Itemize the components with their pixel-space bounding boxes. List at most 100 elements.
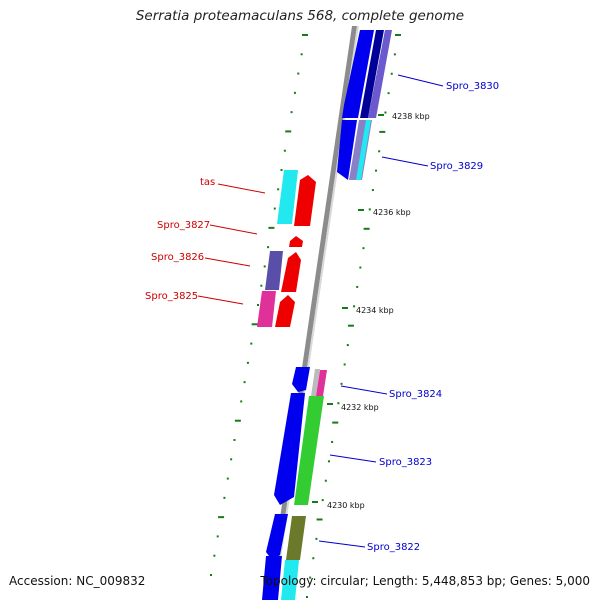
scale-dot (390, 72, 393, 75)
label-spro-3826: Spro_3826 (151, 252, 204, 263)
gene-bar-spro-3823 (294, 396, 324, 505)
scale-dot (226, 477, 229, 480)
scale-dot (306, 596, 308, 598)
gene-arrow-spro-3830 (342, 30, 374, 118)
scale-dot (356, 285, 359, 288)
scale-dot (315, 537, 318, 540)
scale-dot (218, 516, 225, 519)
scale-dot (347, 324, 354, 327)
scale-dot (387, 92, 390, 95)
scale-dot (213, 554, 216, 557)
scale-dot (260, 284, 263, 287)
scale-dot (280, 169, 283, 171)
genome-summary-text: Topology: circular; Length: 5,448,853 bp… (260, 574, 590, 588)
outer-scale-dots (306, 34, 401, 598)
label-spro-3830: Spro_3830 (446, 81, 499, 92)
scale-dot (343, 363, 346, 366)
scale-dot (285, 130, 292, 133)
scale-dot (363, 227, 370, 230)
scale-dot (283, 149, 286, 152)
accession-text: Accession: NC_009832 (9, 574, 146, 588)
scale-dot (395, 34, 401, 36)
gene-arrow-spro-3823 (274, 393, 305, 505)
forward-strand-genes (257, 30, 392, 600)
label-spro-3824: Spro_3824 (389, 389, 442, 400)
scale-dot (340, 382, 343, 385)
gene-bar-spro-3829-cyan (356, 120, 371, 180)
scale-dot (251, 323, 258, 326)
scale-dot (332, 421, 339, 424)
scale-dot (293, 91, 296, 94)
tick-label-4236: 4236 kbp (373, 208, 411, 217)
scale-dot (257, 304, 259, 306)
scale-dot (378, 150, 381, 153)
kbp-ticks: 4238 kbp 4236 kbp 4234 kbp 4232 kbp 4230… (312, 112, 430, 510)
scale-dot (393, 53, 396, 56)
tick-label-4232: 4232 kbp (341, 403, 379, 412)
scale-dot (230, 458, 233, 461)
gene-arrow-spro-3825 (275, 295, 295, 327)
scale-dot (321, 499, 324, 502)
label-spro-3825: Spro_3825 (145, 291, 198, 302)
gene-bar-spro-3826 (265, 251, 283, 290)
gene-arrow-spro-3824 (292, 367, 310, 392)
map-title: Serratia proteamaculans 568, complete ge… (135, 8, 465, 24)
label-spro-3827: Spro_3827 (157, 220, 210, 231)
label-leaders (197, 74, 444, 548)
scale-dot (379, 130, 386, 133)
scale-dot (362, 247, 365, 250)
scale-dot (359, 266, 362, 269)
scale-dot (246, 361, 249, 364)
scale-dot (267, 246, 270, 249)
inner-scale-dots (210, 34, 308, 576)
scale-dot (302, 34, 308, 36)
label-tas: tas (200, 177, 215, 188)
tick-label-4230: 4230 kbp (327, 501, 365, 510)
scale-dot (273, 207, 276, 210)
gene-bar-spro-3824b (316, 370, 327, 396)
scale-dot (277, 188, 280, 191)
scale-dot (234, 419, 241, 422)
gene-bar-spro-3825 (257, 291, 276, 327)
scale-dot (346, 344, 349, 347)
scale-dot (210, 574, 212, 576)
gene-arrow-spro-3827 (289, 236, 303, 247)
gene-bar-spro-3824a (311, 369, 320, 396)
gene-bar-spro-3830a (360, 30, 384, 118)
scale-dot (368, 208, 371, 211)
scale-dot (223, 496, 226, 499)
gene-arrow-spro-3822 (266, 514, 288, 560)
scale-dot (297, 72, 300, 75)
scale-dot (240, 400, 243, 403)
gene-bar-spro-3822 (286, 516, 306, 560)
scale-dot (337, 402, 340, 405)
scale-dot (324, 479, 327, 482)
scale-dot (300, 53, 303, 56)
scale-dot (263, 265, 266, 268)
scale-dot (309, 576, 312, 579)
scale-dot (290, 111, 293, 114)
scale-dot (268, 226, 275, 229)
scale-dot (312, 557, 315, 560)
scale-dot (331, 440, 334, 443)
label-spro-3823: Spro_3823 (379, 457, 432, 468)
scale-dot (233, 439, 236, 441)
tick-label-4238: 4238 kbp (392, 112, 430, 121)
gene-bar-bottom-cyan (281, 560, 299, 600)
scale-dot (384, 111, 387, 114)
scale-dot (371, 189, 374, 192)
gene-labels: Spro_3830 Spro_3829 tas Spro_3827 Spro_3… (145, 81, 499, 553)
scale-dot (353, 305, 356, 308)
gene-arrow-spro-3826 (281, 252, 301, 292)
scale-dot (375, 169, 378, 172)
scale-dot (216, 535, 219, 538)
label-spro-3822: Spro_3822 (367, 542, 420, 553)
label-spro-3829: Spro_3829 (430, 161, 483, 172)
gene-bar-bottom-blue (262, 556, 282, 600)
scale-dot (327, 460, 330, 463)
tick-label-4234: 4234 kbp (356, 306, 394, 315)
gene-arrow-spro-3829 (337, 120, 357, 180)
scale-dot (250, 342, 253, 345)
gene-bar-spro-3830b (368, 30, 392, 118)
